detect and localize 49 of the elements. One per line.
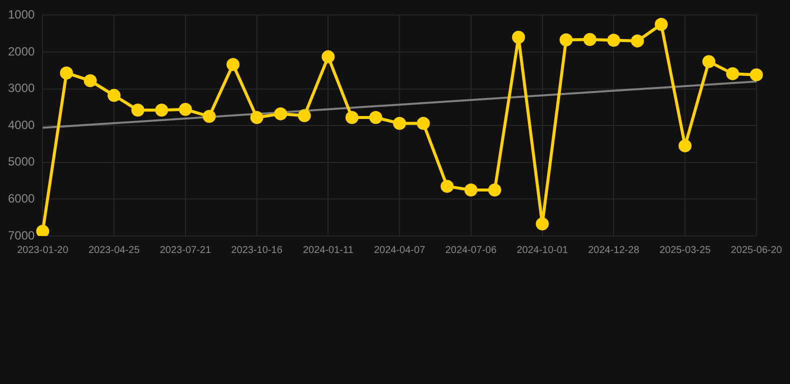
y-tick-label: 5000 bbox=[8, 154, 36, 169]
point bbox=[36, 224, 50, 236]
point bbox=[440, 180, 454, 193]
point bbox=[202, 110, 216, 123]
x-tick-label: 2023-10-16 bbox=[231, 244, 283, 256]
point bbox=[536, 217, 549, 230]
point bbox=[178, 102, 192, 116]
point bbox=[702, 55, 716, 68]
point bbox=[226, 58, 240, 72]
y-tick-label: 1000 bbox=[8, 8, 36, 22]
point bbox=[155, 104, 168, 117]
point bbox=[607, 34, 620, 47]
y-tick-label: 6000 bbox=[8, 192, 36, 206]
point bbox=[678, 139, 692, 152]
x-tick-label: 2024-07-06 bbox=[445, 244, 497, 256]
x-tick-label: 2024-04-07 bbox=[374, 244, 426, 256]
x-tick-label: 2025-06-20 bbox=[730, 244, 782, 256]
point bbox=[345, 111, 358, 124]
x-tick-label: 2023-01-20 bbox=[17, 244, 69, 256]
point bbox=[560, 33, 573, 46]
point bbox=[131, 104, 144, 117]
x-tick-label: 2023-04-25 bbox=[88, 244, 140, 256]
point bbox=[630, 34, 644, 48]
y-tick-label: 3000 bbox=[8, 81, 36, 96]
point bbox=[369, 111, 382, 124]
point bbox=[488, 184, 502, 196]
x-tick-label: 2024-01-11 bbox=[302, 244, 354, 256]
point bbox=[274, 107, 288, 120]
point bbox=[322, 50, 335, 64]
point bbox=[60, 66, 73, 80]
point bbox=[84, 74, 97, 88]
point bbox=[512, 30, 526, 44]
y-tick-label: 2000 bbox=[8, 44, 36, 58]
point bbox=[464, 184, 478, 196]
y-tick-label: 4000 bbox=[8, 118, 36, 132]
x-tick-label: 2024-10-01 bbox=[516, 244, 568, 256]
point bbox=[416, 116, 430, 130]
point bbox=[250, 111, 264, 124]
point bbox=[298, 109, 311, 122]
point bbox=[750, 68, 763, 82]
point bbox=[583, 32, 596, 46]
x-tick-label: 2023-07-21 bbox=[160, 244, 212, 256]
point bbox=[393, 116, 406, 130]
point bbox=[726, 67, 740, 80]
x-tick-label: 2024-12-28 bbox=[588, 244, 640, 256]
point bbox=[654, 18, 668, 31]
point bbox=[108, 88, 121, 102]
y-tick-label: 7000 bbox=[8, 228, 36, 242]
x-tick-label: 2025-03-25 bbox=[659, 244, 712, 256]
